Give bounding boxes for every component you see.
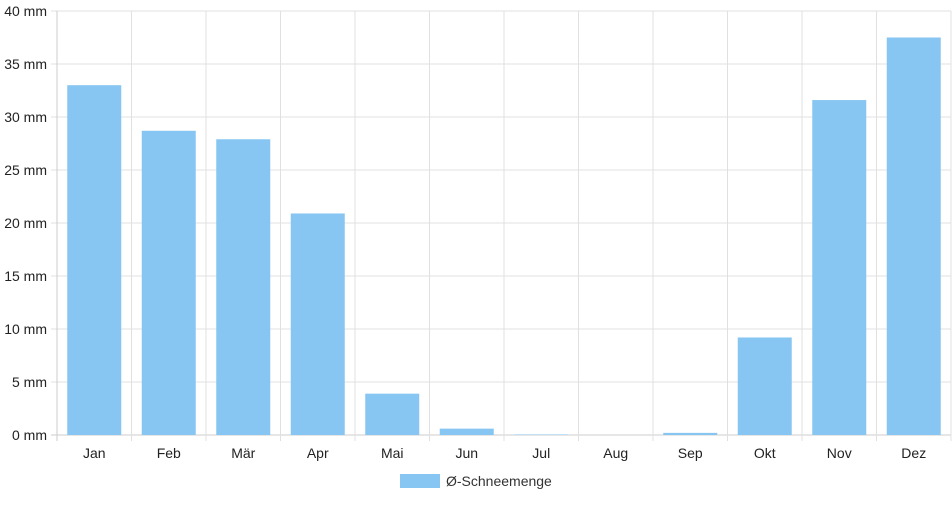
y-tick-label: 15 mm xyxy=(4,268,47,284)
bar xyxy=(737,337,792,435)
grid-lines xyxy=(51,10,952,441)
legend-swatch xyxy=(400,474,440,488)
y-tick-label: 30 mm xyxy=(4,109,47,125)
x-tick-label: Mai xyxy=(381,445,404,461)
y-tick-label: 5 mm xyxy=(12,374,47,390)
y-tick-label: 0 mm xyxy=(12,427,47,443)
x-tick-label: Jun xyxy=(455,445,478,461)
x-tick-label: Sep xyxy=(678,445,703,461)
x-tick-label: Nov xyxy=(827,445,852,461)
x-tick-label: Dez xyxy=(901,445,926,461)
y-axis-ticks: 0 mm 5 mm 10 mm 15 mm 20 mm 25 mm 30 mm 35 mm 40… xyxy=(4,3,47,443)
x-tick-label: Jul xyxy=(532,445,550,461)
x-axis-ticks: Jan Feb Mär Apr Mai Jun Jul Aug Sep Okt Nov Dez xyxy=(83,445,926,461)
bar xyxy=(290,213,345,435)
legend[interactable]: Ø-Schneemenge xyxy=(400,473,552,489)
bar xyxy=(216,139,271,435)
bar xyxy=(514,434,569,435)
bar xyxy=(141,130,196,435)
x-tick-label: Aug xyxy=(603,445,628,461)
y-tick-label: 40 mm xyxy=(4,3,47,19)
y-tick-label: 25 mm xyxy=(4,162,47,178)
x-tick-label: Okt xyxy=(754,445,776,461)
y-tick-label: 35 mm xyxy=(4,56,47,72)
bars xyxy=(67,37,941,435)
x-tick-label: Mär xyxy=(231,445,255,461)
bar xyxy=(439,428,494,435)
bar xyxy=(67,85,122,435)
legend-label: Ø-Schneemenge xyxy=(446,473,552,489)
bar xyxy=(663,432,718,435)
x-tick-label: Jan xyxy=(83,445,106,461)
x-tick-label: Feb xyxy=(157,445,181,461)
bar xyxy=(886,37,941,435)
x-tick-label: Apr xyxy=(307,445,329,461)
y-tick-label: 20 mm xyxy=(4,215,47,231)
bar xyxy=(812,100,867,435)
y-tick-label: 10 mm xyxy=(4,321,47,337)
bar xyxy=(365,393,420,435)
